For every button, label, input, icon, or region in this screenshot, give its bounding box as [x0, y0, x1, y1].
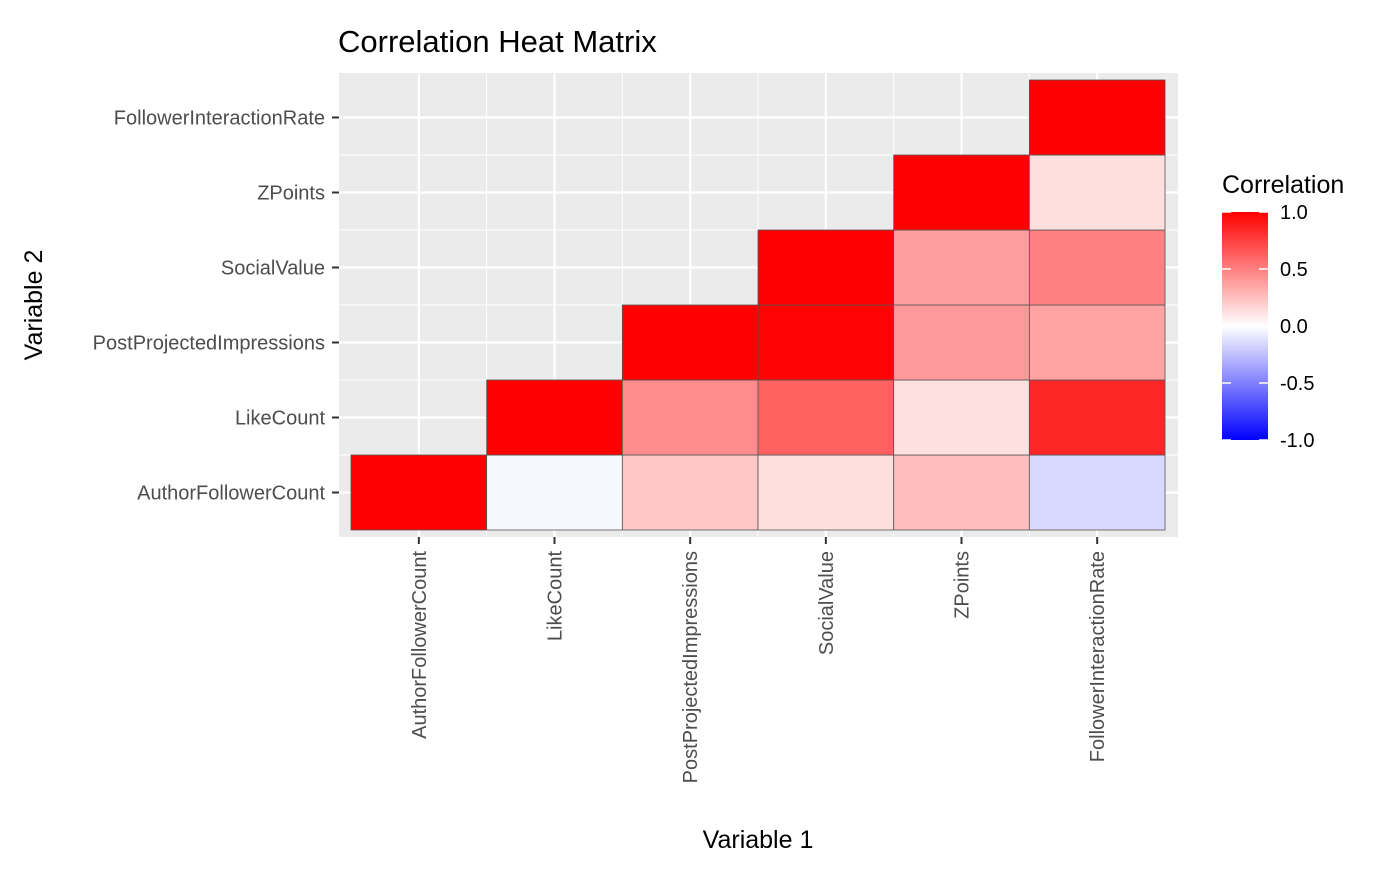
y-tick-label: FollowerInteractionRate — [114, 108, 325, 130]
x-tick-label: AuthorFollowerCount — [409, 551, 431, 739]
y-tick-label: SocialValue — [221, 258, 325, 280]
heatmap-cell — [757, 379, 895, 456]
heatmap-cell — [893, 229, 1030, 306]
heatmap-cells — [350, 79, 1166, 531]
heatmap-cell — [1028, 379, 1166, 456]
chart-title: Correlation Heat Matrix — [338, 24, 657, 59]
heatmap-cell — [350, 454, 488, 531]
heatmap-cell — [893, 154, 1030, 231]
heatmap-cell — [1028, 454, 1166, 531]
legend-tick-label: 0.0 — [1280, 316, 1308, 338]
heatmap-cell — [621, 379, 759, 456]
heatmap-cell — [621, 304, 759, 381]
y-tick-label: PostProjectedImpressions — [93, 333, 325, 355]
x-tick-label: ZPoints — [952, 551, 974, 619]
x-axis: AuthorFollowerCount LikeCount PostProjecte… — [409, 537, 1109, 783]
legend-tick-label: -1.0 — [1280, 430, 1314, 452]
legend-tick-label: -0.5 — [1280, 373, 1314, 395]
heatmap-cell — [757, 304, 895, 381]
heatmap-cell — [893, 304, 1030, 381]
heatmap-cell — [1028, 304, 1166, 381]
heatmap-cell — [757, 454, 895, 531]
y-tick-label: ZPoints — [257, 183, 325, 205]
heatmap-cell — [486, 379, 623, 456]
legend-tick-label: 0.5 — [1280, 259, 1308, 281]
legend-ticks: 1.0 0.5 0.0 -0.5 -1.0 — [1222, 202, 1314, 452]
x-tick-label: LikeCount — [545, 551, 567, 642]
heatmap-cell — [893, 454, 1030, 531]
legend-title: Correlation — [1222, 171, 1344, 199]
x-tick-label: PostProjectedImpressions — [680, 551, 702, 783]
heatmap-cell — [486, 454, 623, 531]
heatmap-cell — [1028, 154, 1166, 231]
y-axis: AuthorFollowerCount LikeCount PostProjecte… — [93, 108, 339, 505]
heatmap-cell — [1028, 79, 1166, 156]
legend: Correlation 1.0 0.5 0.0 -0.5 -1.0 — [1222, 171, 1344, 452]
y-axis-title: Variable 2 — [20, 250, 48, 361]
y-tick-label: AuthorFollowerCount — [137, 483, 325, 505]
heatmap-cell — [757, 229, 895, 306]
legend-tick-label: 1.0 — [1280, 202, 1308, 224]
heatmap-cell — [893, 379, 1030, 456]
x-tick-label: FollowerInteractionRate — [1087, 551, 1109, 762]
heatmap-cell — [621, 454, 759, 531]
x-axis-title: Variable 1 — [703, 826, 814, 854]
heatmap-cell — [1028, 229, 1166, 306]
x-tick-label: SocialValue — [816, 551, 838, 655]
y-tick-label: LikeCount — [235, 408, 326, 430]
